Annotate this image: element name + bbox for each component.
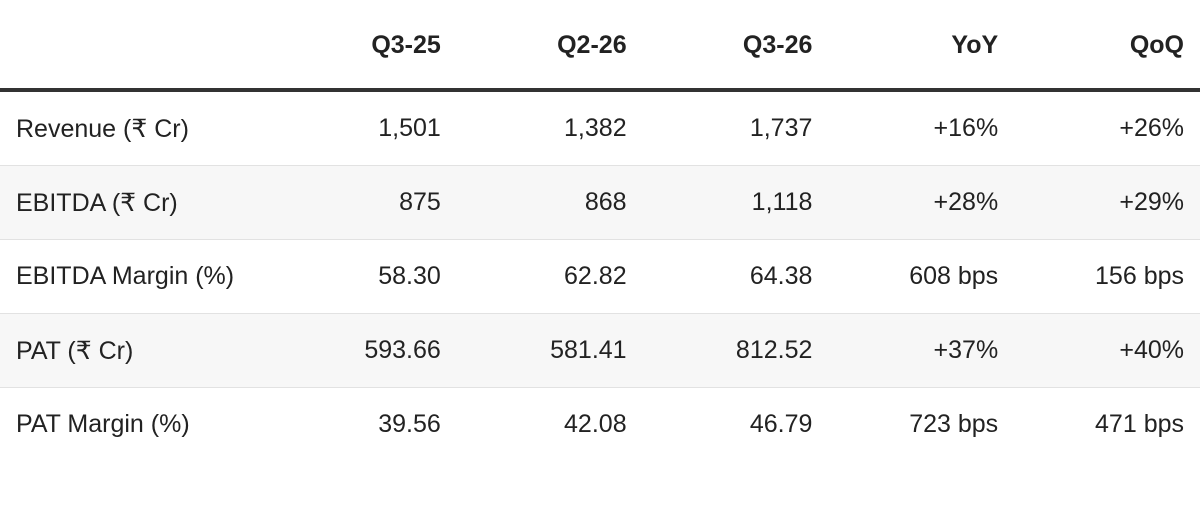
table-cell: +28% [828, 165, 1015, 240]
header-cell: Q3-25 [271, 0, 457, 92]
table-cell: 58.30 [271, 239, 457, 314]
header-cell: Q3-26 [642, 0, 829, 92]
table-cell: 1,382 [456, 90, 643, 166]
table-cell: +37% [828, 313, 1015, 388]
table-cell: +26% [1014, 90, 1200, 166]
table-cell: 875 [271, 165, 457, 240]
header-cell: Q2-26 [456, 0, 643, 92]
table-cell: 156 bps [1014, 239, 1200, 314]
row-label: PAT Margin (%) [16, 410, 190, 438]
table-cell: 868 [456, 165, 643, 240]
table-cell: +16% [828, 90, 1015, 166]
table-body: Revenue (₹ Cr) 1,501 1,382 1,737 +16% +26% EBI… [0, 90, 1200, 461]
table-cell: 62.82 [456, 239, 643, 314]
table-cell: 593.66 [271, 313, 457, 388]
table-row: PAT Margin (%) 39.56 42.08 46.79 723 bps 471 … [0, 388, 1200, 462]
table-cell: 42.08 [564, 410, 627, 438]
financial-table: Q3-25 Q2-26 Q3-26 YoY QoQ Revenue (₹ Cr) 1,50… [0, 0, 1200, 461]
header-cell: YoY [828, 0, 1015, 92]
table-cell: 46.79 [749, 410, 813, 438]
row-label: EBITDA (₹ Cr) [0, 165, 271, 240]
table-cell: +29% [1014, 165, 1200, 240]
table-cell: 812.52 [642, 313, 829, 388]
table-row: EBITDA (₹ Cr) 875 868 1,118 +28% +29% [0, 165, 1200, 240]
table-cell: 1,501 [271, 90, 457, 166]
table-row: EBITDA Margin (%) 58.30 62.82 64.38 608 bps 1… [0, 239, 1200, 314]
table-cell: 581.41 [456, 313, 643, 388]
table-cell: 64.38 [642, 239, 829, 314]
header-cell: QoQ [1014, 0, 1200, 92]
row-label: EBITDA Margin (%) [0, 239, 271, 314]
row-label: PAT (₹ Cr) [0, 313, 271, 388]
table-cell: 1,118 [642, 165, 829, 240]
table-row: PAT (₹ Cr) 593.66 581.41 812.52 +37% +40% [0, 313, 1200, 388]
table-cell: +40% [1014, 313, 1200, 388]
table-cell: 471 bps [1095, 410, 1184, 438]
row-label: Revenue (₹ Cr) [0, 90, 271, 166]
table-cell: 723 bps [909, 410, 999, 438]
table-cell: 39.56 [378, 410, 441, 438]
header-cell [0, 0, 271, 92]
header-row: Q3-25 Q2-26 Q3-26 YoY QoQ [0, 0, 1200, 92]
table-row: Revenue (₹ Cr) 1,501 1,382 1,737 +16% +26% [0, 90, 1200, 166]
table-cell: 608 bps [828, 239, 1015, 314]
table-cell: 1,737 [642, 90, 829, 166]
